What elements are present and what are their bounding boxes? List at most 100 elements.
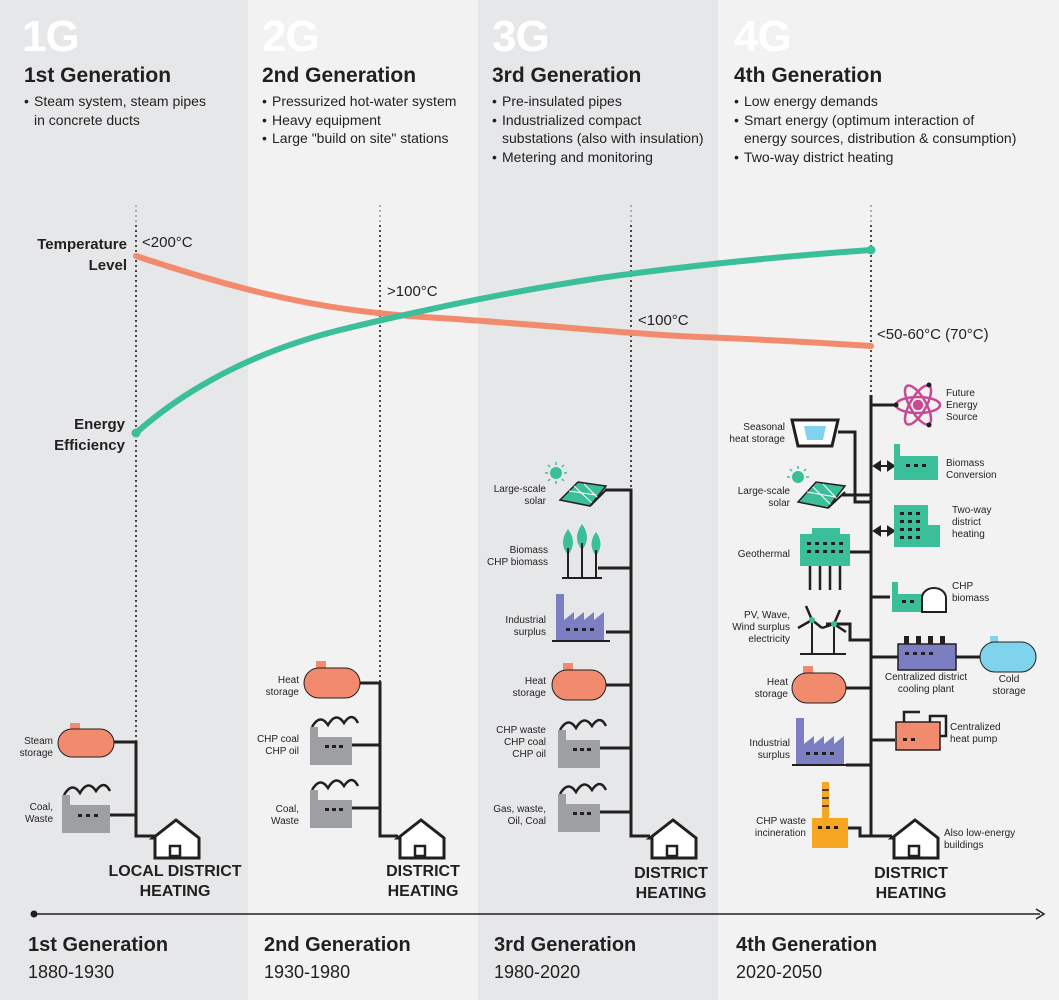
district-heating-label-2g: DISTRICT HEATING (368, 862, 478, 902)
bullet-item: Industrialized compact (492, 111, 704, 130)
dh-line: HEATING (139, 883, 211, 900)
source-label: Heat storage (265, 675, 299, 698)
incinerator-icon (812, 782, 848, 848)
house-icon (393, 818, 446, 860)
pipe (848, 826, 871, 838)
source-label: Two-way district heating (952, 505, 992, 540)
guide-tops (135, 205, 872, 225)
pipe (110, 740, 155, 838)
dh-line: LOCAL DISTRICT (108, 863, 242, 880)
arrow-icon (872, 460, 896, 537)
source-label: Large-scale solar (493, 484, 546, 507)
atom-icon (893, 382, 942, 428)
gen-number-2g: 2G (262, 12, 320, 61)
efficiency-end-dot (866, 245, 876, 255)
source-label: Centralized district cooling plant (884, 672, 968, 695)
efficiency-start-dot (131, 428, 141, 438)
geothermal-icon (800, 528, 850, 590)
timeline-years-4g: 2020-2050 (736, 962, 823, 982)
network-3g (598, 488, 650, 838)
gen-title-3g: 3rd Generation (492, 64, 642, 87)
storage-tank-icon (551, 663, 607, 701)
source-label: Steam storage (19, 736, 53, 759)
solar-panel-icon (787, 466, 847, 509)
factory-icon (558, 782, 608, 832)
efficiency-label-line: Energy (74, 416, 125, 433)
factory-icon (310, 778, 360, 828)
sun-icon (792, 471, 804, 483)
seasonal-storage-icon (790, 418, 840, 448)
storage-tank-icon (791, 666, 847, 704)
gen-bullets-4g: Low energy demands Smart energy (optimum… (734, 92, 1016, 166)
source-label: Geothermal (737, 549, 790, 560)
bullet-item: Smart energy (optimum interaction of (734, 111, 1016, 130)
house-icon (148, 818, 201, 860)
column-1g (0, 0, 248, 1000)
temp-value-1g: <200°C (142, 234, 193, 251)
bullet-item: in concrete ducts (34, 111, 140, 128)
source-label: CHP coal CHP oil (256, 734, 299, 757)
energy-efficiency-label: Energy Efficiency (10, 414, 125, 456)
solar-panel-icon (545, 462, 608, 507)
district-heating-label-4g: DISTRICT HEATING (856, 864, 966, 904)
dh-line: DISTRICT (874, 865, 948, 882)
storage-tank-icon (303, 661, 361, 699)
gen-title-1g: 1st Generation (24, 64, 172, 87)
gen-title-4g: 4th Generation (734, 64, 883, 87)
bullet-item: Heavy equipment (262, 111, 456, 130)
dh-line: DISTRICT (386, 863, 460, 880)
gen-bullets-1g: Steam system, steam pipes in concrete du… (24, 92, 206, 129)
factory-icon (552, 594, 610, 642)
source-label: CHP biomass (952, 581, 990, 604)
temp-value-2g: >100°C (387, 283, 438, 300)
temperature-label-line: Temperature (37, 236, 127, 253)
sun-icon (550, 467, 562, 479)
gen-number-3g: 3G (492, 12, 550, 61)
source-label: Industrial surplus (749, 738, 790, 761)
district-heating-label-1g: LOCAL DISTRICT HEATING (105, 862, 245, 902)
source-label: Seasonal heat storage (729, 422, 785, 445)
tree-icon (562, 524, 602, 579)
gen-bullets-3g: Pre-insulated pipes Industrialized compa… (492, 92, 704, 166)
gen-bullets-2g: Pressurized hot-water system Heavy equip… (262, 92, 456, 148)
source-label: PV, Wave, Wind surplus electricity (732, 610, 790, 645)
generation-guides (135, 205, 872, 742)
network-2g (352, 681, 398, 838)
bullet-item: Pre-insulated pipes (492, 92, 704, 111)
source-label: Biomass Conversion (946, 458, 997, 481)
source-label: CHP waste incineration (754, 816, 806, 839)
source-label: Heat storage (754, 677, 788, 700)
gen-number-4g: 4G (734, 12, 792, 61)
factory-icon (62, 783, 112, 833)
house-icon (645, 818, 698, 860)
building-icon (894, 505, 940, 547)
timeline-years-1g: 1880-1930 (28, 962, 115, 982)
temperature-label-line: Level (88, 257, 127, 274)
bullet-item: Two-way district heating (734, 148, 1016, 167)
source-label: Centralized heat pump (950, 722, 1001, 745)
source-label: Heat storage (512, 676, 546, 699)
source-label: Biomass CHP biomass (487, 545, 548, 568)
source-label: Gas, waste, Oil, Coal (493, 804, 546, 827)
bullet-item: Pressurized hot-water system (262, 92, 456, 111)
timeline-title-2g: 2nd Generation (264, 934, 411, 956)
district-heating-label-3g: DISTRICT HEATING (616, 864, 726, 904)
source-label: CHP waste CHP coal CHP oil (496, 725, 546, 760)
source-label: Coal, Waste (25, 802, 53, 825)
efficiency-label-line: Efficiency (54, 437, 125, 454)
network-1g (110, 740, 155, 838)
pipe (826, 622, 871, 642)
factory-icon (792, 718, 850, 766)
pipe (605, 488, 650, 838)
source-label: Future Energy Source (946, 388, 978, 423)
source-label: Large-scale solar (737, 486, 790, 509)
house-icon (887, 818, 940, 860)
wind-turbine-icon (797, 605, 847, 655)
bullet-item: Low energy demands (734, 92, 1016, 111)
storage-tank-icon (57, 723, 115, 758)
dh-line: DISTRICT (634, 865, 708, 882)
bullet-item: Large "build on site" stations (262, 129, 456, 148)
gen-number-1g: 1G (22, 12, 80, 61)
timeline-title-3g: 3rd Generation (494, 934, 637, 956)
timeline-title-1g: 1st Generation (28, 934, 169, 956)
